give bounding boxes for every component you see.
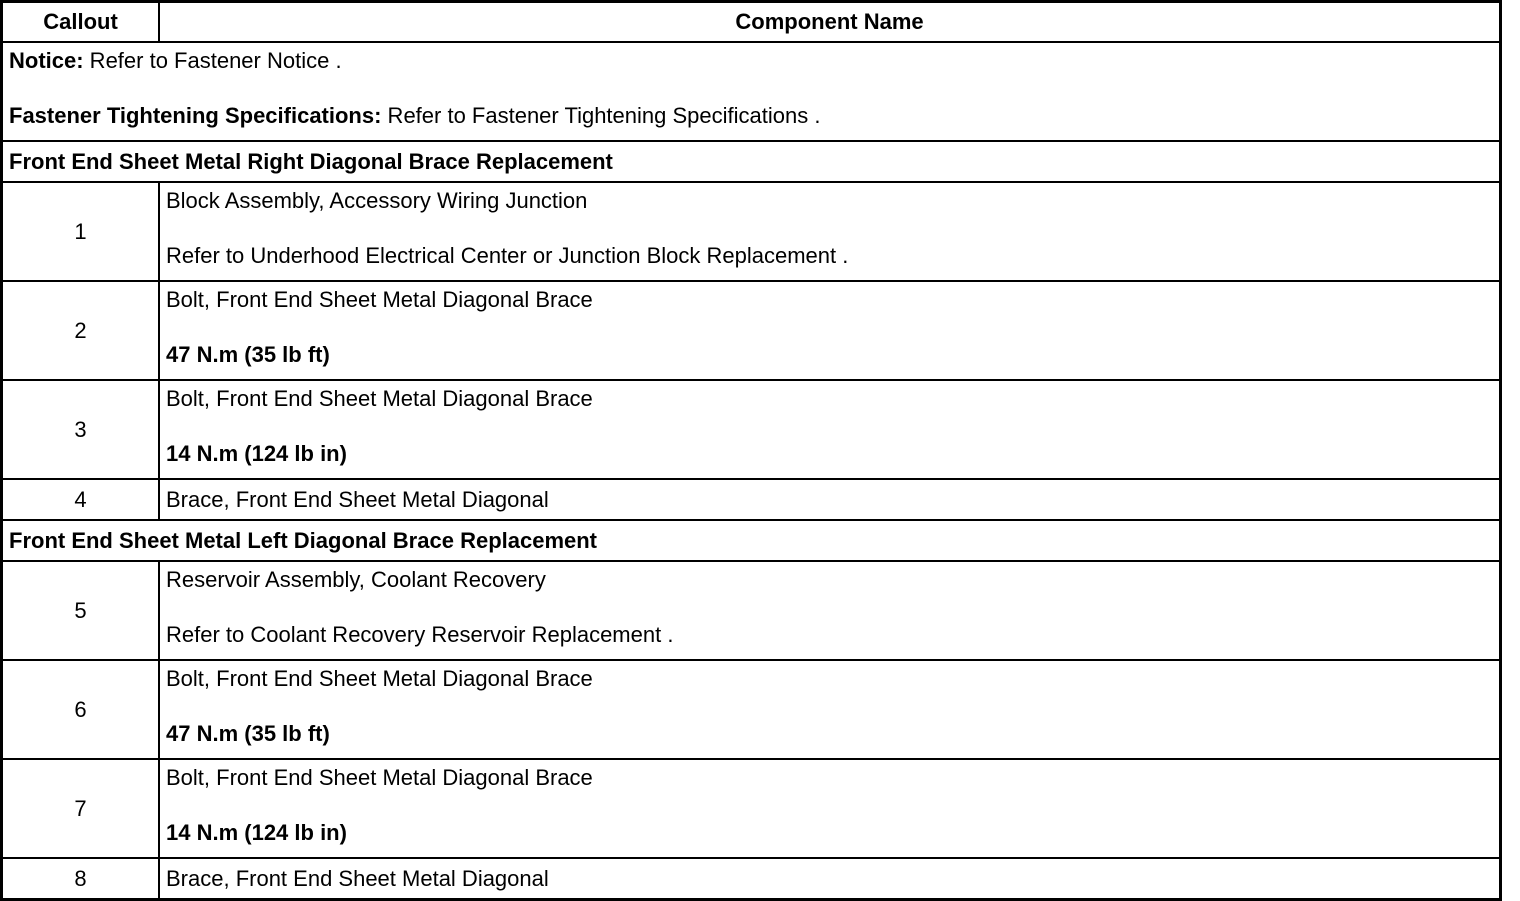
section-row: Front End Sheet Metal Left Diagonal Brac… xyxy=(0,519,1502,562)
header-row: Callout Component Name xyxy=(0,0,1502,43)
section-title: Front End Sheet Metal Right Diagonal Bra… xyxy=(0,140,1502,183)
component-cell: Reservoir Assembly, Coolant Recovery Ref… xyxy=(158,560,1502,661)
callout-cell: 5 xyxy=(0,560,160,661)
component-name: Bolt, Front End Sheet Metal Diagonal Bra… xyxy=(166,666,593,691)
callout-cell: 3 xyxy=(0,379,160,480)
component-name: Brace, Front End Sheet Metal Diagonal xyxy=(158,857,1502,901)
header-component-name: Component Name xyxy=(158,0,1502,43)
reference-note: Refer to Underhood Electrical Center or … xyxy=(166,243,849,268)
table-row: 7 Bolt, Front End Sheet Metal Diagonal B… xyxy=(0,758,1502,859)
component-cell: Bolt, Front End Sheet Metal Diagonal Bra… xyxy=(158,758,1502,859)
section-row: Front End Sheet Metal Right Diagonal Bra… xyxy=(0,140,1502,183)
reference-note: Refer to Coolant Recovery Reservoir Repl… xyxy=(166,622,674,647)
notice-text: Refer to Fastener Notice . xyxy=(83,48,342,73)
spec-label: Fastener Tightening Specifications: xyxy=(9,103,382,128)
torque-spec: 14 N.m (124 lb in) xyxy=(166,820,347,845)
torque-spec: 47 N.m (35 lb ft) xyxy=(166,342,330,367)
callout-cell: 6 xyxy=(0,659,160,760)
component-name: Bolt, Front End Sheet Metal Diagonal Bra… xyxy=(166,765,593,790)
callout-cell: 8 xyxy=(0,857,160,901)
callout-cell: 7 xyxy=(0,758,160,859)
spec-text: Refer to Fastener Tightening Specificati… xyxy=(381,103,821,128)
table-row: 1 Block Assembly, Accessory Wiring Junct… xyxy=(0,181,1502,282)
header-callout: Callout xyxy=(0,0,160,43)
component-cell: Bolt, Front End Sheet Metal Diagonal Bra… xyxy=(158,659,1502,760)
component-name: Bolt, Front End Sheet Metal Diagonal Bra… xyxy=(166,287,593,312)
component-cell: Bolt, Front End Sheet Metal Diagonal Bra… xyxy=(158,280,1502,381)
table-row: 4 Brace, Front End Sheet Metal Diagonal xyxy=(0,478,1502,521)
table-row: 8 Brace, Front End Sheet Metal Diagonal xyxy=(0,857,1502,901)
table-row: 6 Bolt, Front End Sheet Metal Diagonal B… xyxy=(0,659,1502,760)
table-row: 5 Reservoir Assembly, Coolant Recovery R… xyxy=(0,560,1502,661)
callout-cell: 4 xyxy=(0,478,160,521)
component-name: Brace, Front End Sheet Metal Diagonal xyxy=(158,478,1502,521)
component-name: Bolt, Front End Sheet Metal Diagonal Bra… xyxy=(166,386,593,411)
notice-label: Notice: xyxy=(9,48,84,73)
component-cell: Bolt, Front End Sheet Metal Diagonal Bra… xyxy=(158,379,1502,480)
table-row: 2 Bolt, Front End Sheet Metal Diagonal B… xyxy=(0,280,1502,381)
notice-cell: Notice: Refer to Fastener Notice . Faste… xyxy=(0,41,1502,142)
component-name: Block Assembly, Accessory Wiring Junctio… xyxy=(166,188,588,213)
section-title: Front End Sheet Metal Left Diagonal Brac… xyxy=(0,519,1502,562)
table-row: 3 Bolt, Front End Sheet Metal Diagonal B… xyxy=(0,379,1502,480)
notice-row: Notice: Refer to Fastener Notice . Faste… xyxy=(0,41,1502,142)
callout-cell: 2 xyxy=(0,280,160,381)
component-cell: Block Assembly, Accessory Wiring Junctio… xyxy=(158,181,1502,282)
component-name: Reservoir Assembly, Coolant Recovery xyxy=(166,567,546,592)
torque-spec: 47 N.m (35 lb ft) xyxy=(166,721,330,746)
torque-spec: 14 N.m (124 lb in) xyxy=(166,441,347,466)
callout-cell: 1 xyxy=(0,181,160,282)
